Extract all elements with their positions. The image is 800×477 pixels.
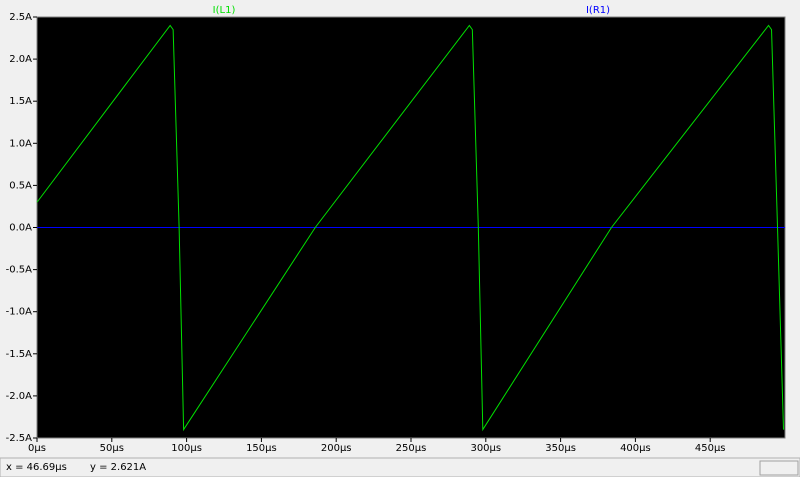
y-tick-label: -0.5A — [6, 265, 33, 276]
x-tick-label: 350µs — [545, 443, 576, 454]
y-tick-label: 2.5A — [9, 12, 32, 23]
cursor-x: x = 46.69µs — [6, 462, 67, 473]
y-tick-label: 0.5A — [9, 180, 32, 191]
status-pane — [759, 460, 799, 476]
series-line — [36, 24, 785, 432]
y-tick-label: 1.5A — [9, 96, 32, 107]
status-bar — [0, 457, 800, 477]
y-tick-label: 2.0A — [9, 54, 32, 65]
y-tick-label: -1.0A — [6, 307, 33, 318]
x-tick-label: 0µs — [28, 443, 46, 454]
y-tick-label: -2.0A — [6, 391, 33, 402]
y-tick-label: -2.5A — [6, 433, 33, 444]
x-tick-label: 300µs — [470, 443, 501, 454]
y-tick-label: 0.0A — [9, 223, 32, 234]
x-tick-label: 450µs — [695, 443, 726, 454]
x-tick-label: 150µs — [246, 443, 277, 454]
y-tick-label: -1.5A — [6, 349, 33, 360]
legend-label: I(L1) — [213, 5, 236, 16]
x-tick-label: 100µs — [171, 443, 202, 454]
x-tick-label: 250µs — [396, 443, 427, 454]
cursor-y: y = 2.621A — [90, 462, 146, 473]
x-tick-label: 200µs — [321, 443, 352, 454]
x-tick-label: 400µs — [620, 443, 651, 454]
y-tick-label: 1.0A — [9, 138, 32, 149]
legend-label: I(R1) — [586, 5, 610, 16]
x-tick-label: 50µs — [100, 443, 124, 454]
